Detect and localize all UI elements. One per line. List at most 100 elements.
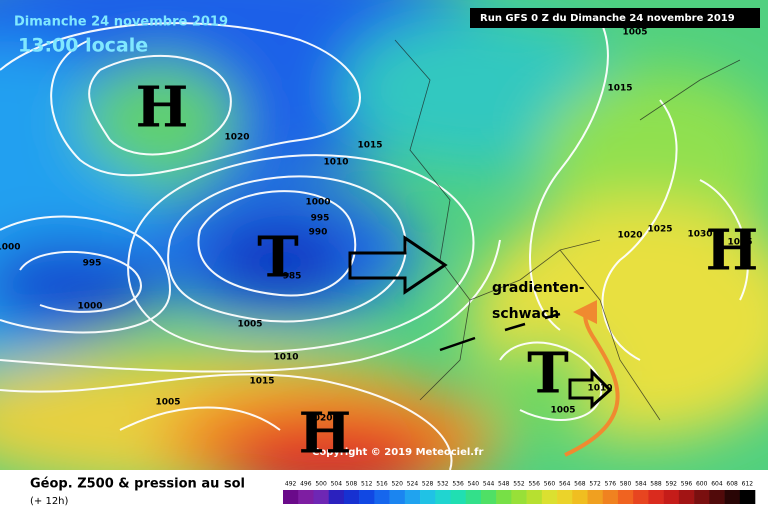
legend-value: 504	[331, 481, 343, 488]
legend-swatch	[739, 490, 756, 504]
annotation: gradienten-	[492, 280, 585, 296]
legend-subtitle: (+ 12h)	[30, 496, 69, 507]
legend-swatch	[541, 490, 558, 504]
legend-swatch	[633, 490, 649, 504]
annotation: schwach	[492, 306, 559, 322]
legend-value: 524	[407, 481, 419, 488]
isobar-label: 1020	[617, 231, 642, 241]
map-field	[0, 0, 768, 470]
legend-value: 544	[483, 481, 495, 488]
legend-value: 600	[696, 481, 708, 488]
legend-swatch	[420, 490, 436, 504]
legend-value: 608	[726, 481, 738, 488]
legend-value: 612	[742, 481, 754, 488]
isobar-label: 990	[309, 228, 328, 238]
legend-value: 540	[468, 481, 480, 488]
legend-value: 516	[376, 481, 388, 488]
legend-swatch	[465, 490, 482, 504]
legend-value: 552	[513, 481, 525, 488]
legend-swatch	[313, 490, 329, 504]
copyright: Copyright © 2019 Meteociel.fr	[312, 447, 483, 458]
date-label: Dimanche 24 novembre 2019	[14, 15, 228, 30]
legend-swatch	[480, 490, 497, 504]
legend-value: 532	[437, 481, 449, 488]
legend-swatch	[602, 490, 619, 504]
legend-swatch	[359, 490, 375, 504]
legend-swatch	[283, 490, 299, 504]
isobar-label: 1015	[727, 238, 752, 248]
legend-swatch	[328, 490, 345, 504]
isobar-label: 1005	[237, 320, 262, 330]
legend-value: 560	[544, 481, 556, 488]
legend-swatch	[648, 490, 664, 504]
legend-value: 536	[452, 481, 464, 488]
legend-value: 548	[498, 481, 510, 488]
legend-value: 596	[681, 481, 693, 488]
legend-value: 604	[711, 481, 723, 488]
isobar-label: 995	[83, 259, 102, 269]
legend-swatch	[343, 490, 360, 504]
isobar-label: 1000	[305, 198, 330, 208]
pressure-system: T	[257, 225, 299, 291]
legend-value: 500	[315, 481, 327, 488]
legend-value: 528	[422, 481, 434, 488]
isobar-label: 985	[283, 272, 302, 282]
legend-swatch	[526, 490, 543, 504]
isobar-label: 1025	[647, 225, 672, 235]
legend-swatch	[298, 490, 314, 504]
legend-swatch	[663, 490, 680, 504]
isobar-label: 1010	[587, 384, 612, 394]
isobar-label: 1020	[224, 133, 249, 143]
legend-swatch	[389, 490, 406, 504]
pressure-system: H	[299, 401, 352, 467]
legend-value: 564	[559, 481, 571, 488]
legend-swatch	[694, 490, 710, 504]
legend-value: 520	[391, 481, 403, 488]
isobar-label: 1000	[0, 243, 21, 253]
legend-swatch	[374, 490, 390, 504]
isobar-label: 1010	[323, 158, 348, 168]
isobar-label: 1005	[155, 398, 180, 408]
legend-swatch	[435, 490, 451, 504]
legend-value: 508	[346, 481, 358, 488]
time-label: 13:00 locale	[18, 35, 148, 57]
legend-value: 580	[620, 481, 632, 488]
legend-title: Géop. Z500 & pression au sol	[30, 477, 245, 492]
run-label: Run GFS 0 Z du Dimanche 24 novembre 2019	[480, 13, 735, 24]
legend-value: 512	[361, 481, 373, 488]
isobar-label: 1015	[357, 141, 382, 151]
isobar-label: 1005	[550, 406, 575, 416]
isobar-label: 1015	[607, 84, 632, 94]
legend-swatch	[678, 490, 695, 504]
legend-swatch	[450, 490, 467, 504]
isobar-label: 1010	[273, 353, 298, 363]
legend-swatch	[587, 490, 604, 504]
legend-value: 576	[605, 481, 617, 488]
isobar-label: 995	[311, 214, 330, 224]
legend-value: 492	[285, 481, 297, 488]
isobar-label: 1015	[249, 377, 274, 387]
legend-value: 572	[589, 481, 601, 488]
legend-swatch	[724, 490, 741, 504]
legend-value: 496	[300, 481, 312, 488]
pressure-system: H	[706, 218, 759, 284]
legend-swatch	[617, 490, 634, 504]
legend-swatch	[404, 490, 421, 504]
isobar-label: 1020	[307, 414, 332, 424]
isobar-label: 1005	[622, 28, 647, 38]
isobar-label: 1000	[77, 302, 102, 312]
legend-swatch	[496, 490, 512, 504]
legend-value: 568	[574, 481, 586, 488]
legend-swatch	[572, 490, 588, 504]
legend-value: 588	[650, 481, 662, 488]
legend-swatch	[511, 490, 527, 504]
legend-value: 592	[666, 481, 678, 488]
pressure-system: H	[136, 75, 189, 141]
pressure-system: T	[527, 341, 569, 407]
legend-swatch	[557, 490, 573, 504]
isobar-label: 1030	[687, 230, 712, 240]
run-box	[470, 8, 760, 28]
legend-swatch	[709, 490, 725, 504]
legend-value: 584	[635, 481, 647, 488]
